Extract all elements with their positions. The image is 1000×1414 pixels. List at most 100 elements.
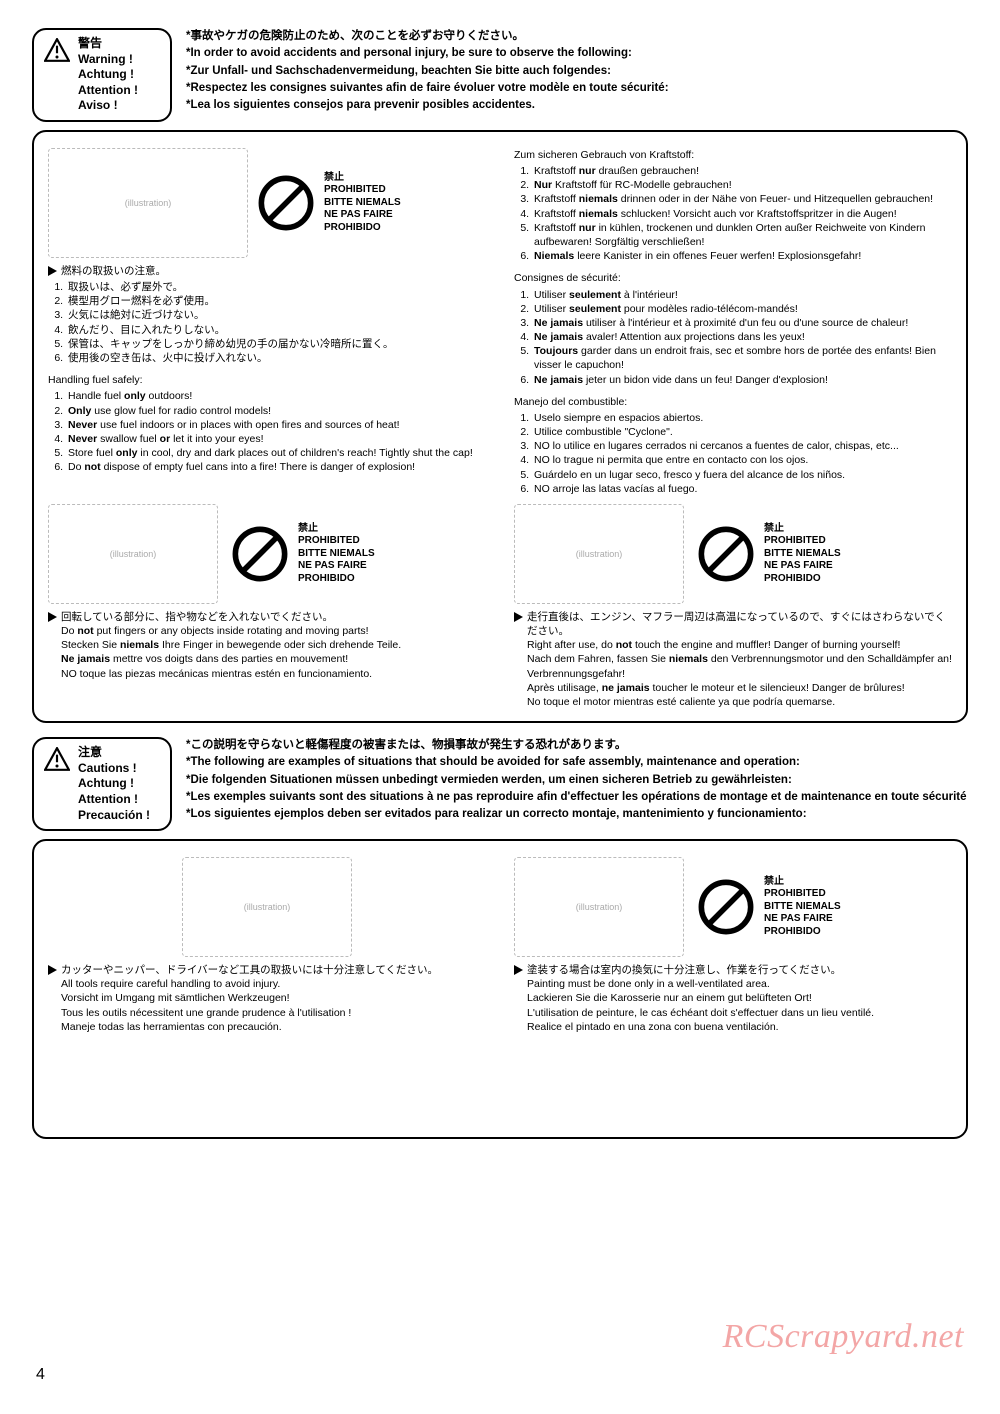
fuel-fr-head: Consignes de sécurité: [514, 271, 952, 285]
tools-block: (illustration) カッターやニッパー、ドライバーなど工具の取扱いには… [48, 857, 486, 1034]
caution-label-de: Achtung ! [78, 776, 150, 792]
warning-label-jp: 警告 [78, 36, 138, 52]
warning-triangle-icon [44, 38, 70, 62]
painting-es: Realice el pintado en una zona con buena… [527, 1020, 952, 1034]
list-item: 取扱いは、必ず屋外で。 [66, 280, 486, 294]
prohibit-icon [258, 175, 314, 231]
list-item: Ne jamais utiliser à l'intérieur et à pr… [532, 316, 952, 330]
caution-label-en: Cautions ! [78, 761, 150, 777]
caution-line-1: *The following are examples of situation… [186, 754, 966, 771]
prohibit-icon [698, 526, 754, 582]
tools-fr: Tous les outils nécessitent une grande p… [61, 1006, 486, 1020]
list-item: Never use fuel indoors or in places with… [66, 418, 486, 432]
warning-label-de: Achtung ! [78, 67, 138, 83]
prohibit-icon [232, 526, 288, 582]
bullet-icon [48, 612, 57, 622]
warning-header-row: 警告 Warning ! Achtung ! Attention ! Aviso… [32, 28, 968, 122]
tools-en: All tools require careful handling to av… [61, 977, 486, 991]
list-item: 使用後の空き缶は、火中に投げ入れない。 [66, 351, 486, 365]
warning-labels: 警告 Warning ! Achtung ! Attention ! Aviso… [78, 36, 138, 114]
fuel-fr-list: Utiliser seulement à l'intérieur!Utilise… [532, 288, 952, 387]
illustration-fuel-indoors: (illustration) [48, 148, 248, 258]
prohibit-text: 禁止 PROHIBITED BITTE NIEMALS NE PAS FAIRE… [764, 876, 841, 939]
painting-jp: 塗装する場合は室内の換気に十分注意し、作業を行ってください。 [527, 963, 841, 977]
warning-line-2: *Zur Unfall- und Sachschadenvermeidung, … [186, 63, 669, 80]
painting-fr: L'utilisation de peinture, le cas échéan… [527, 1006, 952, 1020]
fuel-de-block: Zum sicheren Gebrauch von Kraftstoff: Kr… [514, 148, 952, 263]
fuel-es-head: Manejo del combustible: [514, 395, 952, 409]
fuel-es-list: Uselo siempre en espacios abiertos.Utili… [532, 411, 952, 496]
prohibit-text: 禁止 PROHIBITED BITTE NIEMALS NE PAS FAIRE… [764, 523, 841, 586]
list-item: Niemals leere Kanister in ein offenes Fe… [532, 249, 952, 263]
watermark: RCScrapyard.net [723, 1314, 964, 1360]
illustration-painting: (illustration) [514, 857, 684, 957]
fuel-jp-head: 燃料の取扱いの注意。 [61, 264, 166, 278]
caution-header-text: *この説明を守らないと軽傷程度の被害または、物損事故が発生する恐れがあります。 … [186, 737, 966, 823]
list-item: Guárdelo en un lugar seco, fresco y fuer… [532, 468, 952, 482]
list-item: 火気には絶対に近づけない。 [66, 308, 486, 322]
bullet-icon [48, 266, 57, 276]
warning-line-1: *In order to avoid accidents and persona… [186, 45, 669, 62]
prohibit-badge: 禁止 PROHIBITED BITTE NIEMALS NE PAS FAIRE… [698, 876, 841, 939]
caution-label-jp: 注意 [78, 745, 150, 761]
list-item: Store fuel only in cool, dry and dark pl… [66, 446, 486, 460]
caution-line-4: *Los siguientes ejemplos deben ser evita… [186, 806, 966, 823]
list-item: Uselo siempre en espacios abiertos. [532, 411, 952, 425]
fuel-es-block: Manejo del combustible: Uselo siempre en… [514, 395, 952, 496]
warning-label-box: 警告 Warning ! Achtung ! Attention ! Aviso… [32, 28, 172, 122]
caution-line-3: *Les exemples suivants sont des situatio… [186, 789, 966, 806]
caution-panel: (illustration) カッターやニッパー、ドライバーなど工具の取扱いには… [32, 839, 968, 1139]
tools-jp: カッターやニッパー、ドライバーなど工具の取扱いには十分注意してください。 [61, 963, 438, 977]
caution-header-row: 注意 Cautions ! Achtung ! Attention ! Prec… [32, 737, 968, 831]
list-item: Kraftstoff nur draußen gebrauchen! [532, 164, 952, 178]
caution-labels: 注意 Cautions ! Achtung ! Attention ! Prec… [78, 745, 150, 823]
prohibit-icon [698, 879, 754, 935]
fuel-en-head: Handling fuel safely: [48, 373, 486, 387]
painting-en: Painting must be done only in a well-ven… [527, 977, 952, 991]
list-item: NO lo trague ni permita que entre en con… [532, 453, 952, 467]
prohibit-text: 禁止 PROHIBITED BITTE NIEMALS NE PAS FAIRE… [298, 523, 375, 586]
warning-header-text: *事故やケガの危険防止のため、次のことを必ずお守りください。 *In order… [186, 28, 669, 114]
list-item: Kraftstoff nur in kühlen, trockenen und … [532, 221, 952, 249]
list-item: Utiliser seulement à l'intérieur! [532, 288, 952, 302]
list-item: 模型用グロー燃料を必ず使用。 [66, 294, 486, 308]
painting-de: Lackieren Sie die Karosserie nur an eine… [527, 991, 952, 1005]
list-item: Utilice combustible "Cyclone". [532, 425, 952, 439]
caution-label-fr: Attention ! [78, 792, 150, 808]
prohibit-badge: 禁止 PROHIBITED BITTE NIEMALS NE PAS FAIRE… [698, 523, 841, 586]
rotating-jp: 回転している部分に、指や物などを入れないでください。 [61, 610, 333, 624]
painting-block: (illustration) 禁止 PROHIBITED BITTE NIEMA… [514, 857, 952, 1034]
list-item: NO lo utilice en lugares cerrados ni cer… [532, 439, 952, 453]
bullet-icon [48, 965, 57, 975]
rotating-en: Do not put fingers or any objects inside… [61, 624, 486, 638]
fuel-en-list: Handle fuel only outdoors!Only use glow … [66, 389, 486, 474]
fuel-de-head: Zum sicheren Gebrauch von Kraftstoff: [514, 148, 952, 162]
hot-engine-de: Nach dem Fahren, fassen Sie niemals den … [527, 652, 952, 680]
hot-engine-es: No toque el motor mientras esté caliente… [527, 695, 952, 709]
fuel-de-list: Kraftstoff nur draußen gebrauchen!Nur Kr… [532, 164, 952, 263]
fuel-jp-block: 燃料の取扱いの注意。 取扱いは、必ず屋外で。模型用グロー燃料を必ず使用。火気には… [48, 264, 486, 365]
bullet-icon [514, 612, 523, 622]
list-item: 保管は、キャップをしっかり締め幼児の手の届かない冷暗所に置く。 [66, 337, 486, 351]
warning-label-fr: Attention ! [78, 83, 138, 99]
list-item: Kraftstoff niemals drinnen oder in der N… [532, 192, 952, 206]
list-item: Handle fuel only outdoors! [66, 389, 486, 403]
warning-line-0: *事故やケガの危険防止のため、次のことを必ずお守りください。 [186, 28, 669, 45]
fuel-jp-list: 取扱いは、必ず屋外で。模型用グロー燃料を必ず使用。火気には絶対に近づけない。飲ん… [66, 280, 486, 365]
warning-label-es: Aviso ! [78, 98, 138, 114]
caution-triangle-icon [44, 747, 70, 771]
caution-label-es: Precaución ! [78, 808, 150, 824]
prohibit-badge: 禁止 PROHIBITED BITTE NIEMALS NE PAS FAIRE… [258, 172, 401, 235]
list-item: Ne jamais jeter un bidon vide dans un fe… [532, 373, 952, 387]
bullet-icon [514, 965, 523, 975]
rotating-de: Stecken Sie niemals Ihre Finger in beweg… [61, 638, 486, 652]
hot-engine-en: Right after use, do not touch the engine… [527, 638, 952, 652]
list-item: Never swallow fuel or let it into your e… [66, 432, 486, 446]
warning-label-en: Warning ! [78, 52, 138, 68]
hot-engine-jp: 走行直後は、エンジン、マフラー周辺は高温になっているので、すぐにはさわらないでく… [527, 610, 952, 638]
warning-panel: (illustration) 禁止 PROHIBITED BITTE NIEMA… [32, 130, 968, 723]
tools-de: Vorsicht im Umgang mit sämtlichen Werkze… [61, 991, 486, 1005]
caution-line-0: *この説明を守らないと軽傷程度の被害または、物損事故が発生する恐れがあります。 [186, 737, 966, 754]
list-item: Only use glow fuel for radio control mod… [66, 404, 486, 418]
illustration-tools: (illustration) [182, 857, 352, 957]
